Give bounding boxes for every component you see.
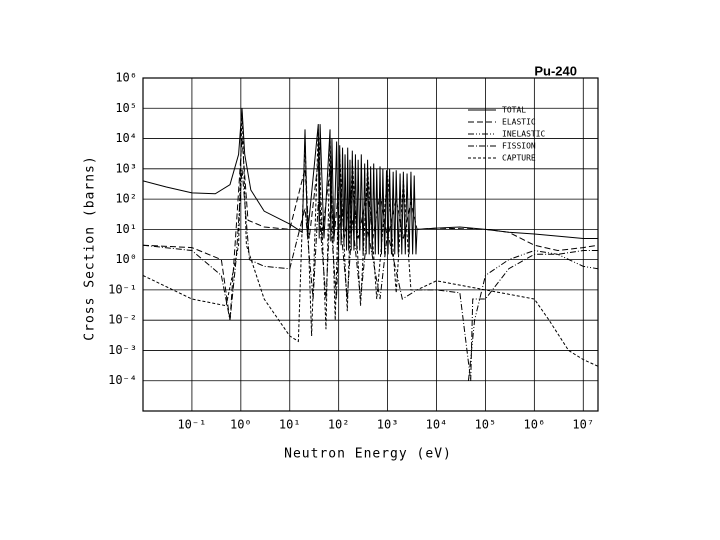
series-line [143,138,598,321]
y-tick-label: 10⁻³ [108,343,137,357]
y-tick-label: 10¹ [115,222,137,236]
series-line [143,111,598,367]
y-tick-label: 10⁵ [115,101,137,115]
x-axis-label: Neutron Energy (eV) [284,447,452,462]
y-tick-label: 10³ [115,161,137,175]
plot-frame [142,77,599,412]
x-tick-label: 10⁶ [524,418,546,432]
y-tick-label: 10⁻² [108,313,137,327]
x-tick-label: 10⁰ [230,418,252,432]
legend-label: TOTAL [502,106,526,115]
x-tick-label: 10⁵ [475,418,497,432]
x-tick-label: 10¹ [279,418,301,432]
y-tick-label: 10⁰ [115,252,137,266]
series-line [143,168,598,381]
x-tick-label: 10⁷ [572,418,594,432]
y-tick-label: 10⁴ [115,131,137,145]
chart-title: Pu-240 [534,63,577,78]
x-tick-label: 10² [328,418,350,432]
y-axis-label: Cross Section (barns) [83,155,98,340]
legend-label: CAPTURE [502,154,536,163]
x-tick-label: 10⁻¹ [177,418,206,432]
x-tick-label: 10³ [377,418,399,432]
x-tick-label: 10⁴ [426,418,448,432]
series-line [467,250,598,381]
legend-label: ELASTIC [502,118,536,127]
legend-label: FISSION [502,142,536,151]
y-tick-label: 10² [115,192,137,206]
y-tick-label: 10⁻⁴ [108,373,137,387]
legend-label: INELASTIC [502,130,546,139]
y-tick-label: 10⁻¹ [108,282,137,296]
y-tick-label: 10⁶ [115,71,137,85]
